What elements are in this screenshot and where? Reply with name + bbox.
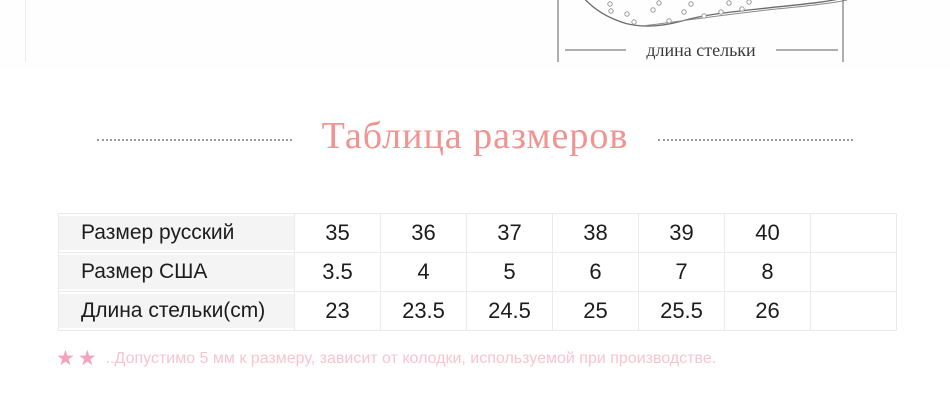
image-edge-line <box>25 0 26 62</box>
dotted-divider-right <box>658 139 854 141</box>
size-value-cell: 6 <box>553 253 639 292</box>
insole-outline <box>584 0 838 27</box>
size-table: Размер русский 35 36 37 38 39 40 Размер … <box>58 213 897 331</box>
size-value-cell: 25.5 <box>639 292 725 331</box>
size-value-cell: 8 <box>725 253 811 292</box>
size-value-cell: 26 <box>725 292 811 331</box>
stars-icon: ★★ <box>56 347 100 370</box>
size-value-cell-empty <box>811 292 897 331</box>
size-value-cell: 35 <box>295 214 381 253</box>
table-row-russian-size: Размер русский 35 36 37 38 39 40 <box>59 214 897 253</box>
size-value-cell: 23.5 <box>381 292 467 331</box>
insole-diagram-area: длина стельки <box>0 0 950 70</box>
page-title: Таблица размеров <box>321 115 629 157</box>
size-tolerance-note: ★★ ..Допустимо 5 мм к размеру, зависит о… <box>56 348 916 370</box>
row-label-cell: Размер США <box>59 253 295 292</box>
size-value-cell: 39 <box>639 214 725 253</box>
row-label-cell: Размер русский <box>59 214 295 253</box>
dotted-divider-left <box>96 139 292 141</box>
table-row-us-size: Размер США 3.5 4 5 6 7 8 <box>59 253 897 292</box>
note-text: ..Допустимо 5 мм к размеру, зависит от к… <box>105 350 717 367</box>
insole-length-caption: длина стельки <box>646 40 756 60</box>
size-value-cell: 40 <box>725 214 811 253</box>
size-value-cell: 36 <box>381 214 467 253</box>
size-value-cell: 38 <box>553 214 639 253</box>
table-row-insole-length: Длина стельки(cm) 23 23.5 24.5 25 25.5 2… <box>59 292 897 331</box>
size-value-cell-empty <box>811 253 897 292</box>
size-value-cell: 7 <box>639 253 725 292</box>
insole-diagram: длина стельки <box>557 0 848 62</box>
size-value-cell: 4 <box>381 253 467 292</box>
size-value-cell: 5 <box>467 253 553 292</box>
insole-seam <box>645 0 848 26</box>
size-value-cell-empty <box>811 214 897 253</box>
row-label-cell: Длина стельки(cm) <box>59 292 295 331</box>
size-value-cell: 37 <box>467 214 553 253</box>
size-value-cell: 23 <box>295 292 381 331</box>
size-value-cell: 25 <box>553 292 639 331</box>
section-title-row: Таблица размеров <box>0 110 950 162</box>
size-value-cell: 3.5 <box>295 253 381 292</box>
size-value-cell: 24.5 <box>467 292 553 331</box>
insole-dots <box>607 0 752 25</box>
